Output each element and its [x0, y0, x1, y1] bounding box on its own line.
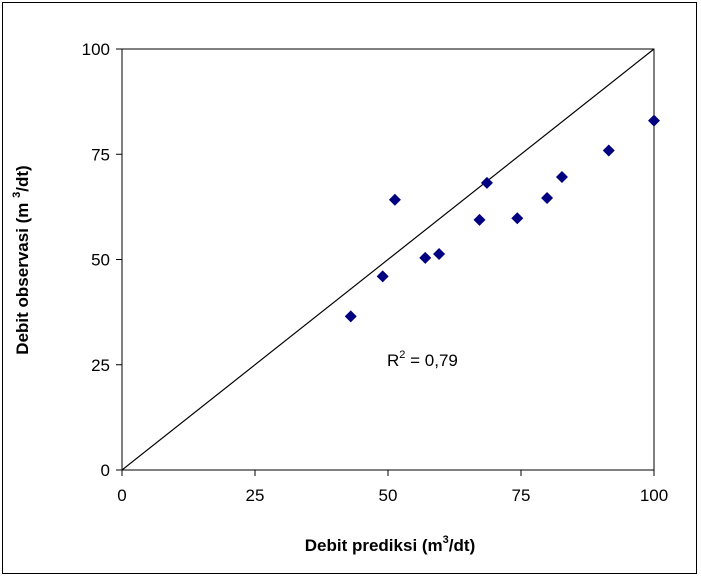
data-point [480, 176, 493, 189]
data-point [648, 114, 660, 127]
data-point [555, 170, 568, 183]
r-squared-sup: 2 [399, 349, 405, 361]
y-axis-title: Debit observasi (m 3/dt) [11, 165, 32, 354]
y-axis-title-end: /dt) [13, 165, 32, 191]
y-tick-label: 50 [91, 251, 110, 270]
data-point [344, 310, 357, 323]
data-point [541, 192, 554, 205]
x-tick-label: 75 [512, 486, 531, 505]
data-point [376, 270, 389, 283]
x-axis-title-end: /dt) [449, 536, 475, 555]
x-tick-label: 0 [117, 486, 126, 505]
r-squared-value: = 0,79 [405, 351, 457, 370]
x-tick-label: 25 [246, 486, 265, 505]
x-axis-title-sup: 3 [443, 534, 449, 546]
y-tick-label: 75 [91, 145, 110, 164]
data-point [473, 213, 486, 226]
x-tick-label: 100 [640, 486, 668, 505]
y-axis-title-sup: 3 [11, 192, 23, 198]
data-point [388, 193, 401, 206]
y-tick-label: 100 [82, 40, 110, 59]
x-tick-label: 50 [379, 486, 398, 505]
reference-line [121, 48, 655, 471]
data-points [344, 114, 660, 323]
y-tick-label: 25 [91, 356, 110, 375]
data-point [511, 212, 524, 225]
x-axis-title: Debit prediksi (m3/dt) [305, 534, 475, 555]
data-point [419, 251, 432, 264]
y-axis-title-main: Debit observasi (m [13, 198, 32, 355]
data-point [433, 248, 446, 261]
y-tick-label: 0 [101, 461, 110, 480]
data-point [602, 144, 615, 157]
axis-ticks: 0 25 50 75 100 0 25 50 75 100 [82, 40, 669, 505]
x-axis-title-main: Debit prediksi (m [305, 536, 443, 555]
r-squared-annotation: R2 = 0,79 [387, 349, 458, 370]
r-squared-main: R [387, 351, 399, 370]
reference-line-group [121, 48, 655, 471]
